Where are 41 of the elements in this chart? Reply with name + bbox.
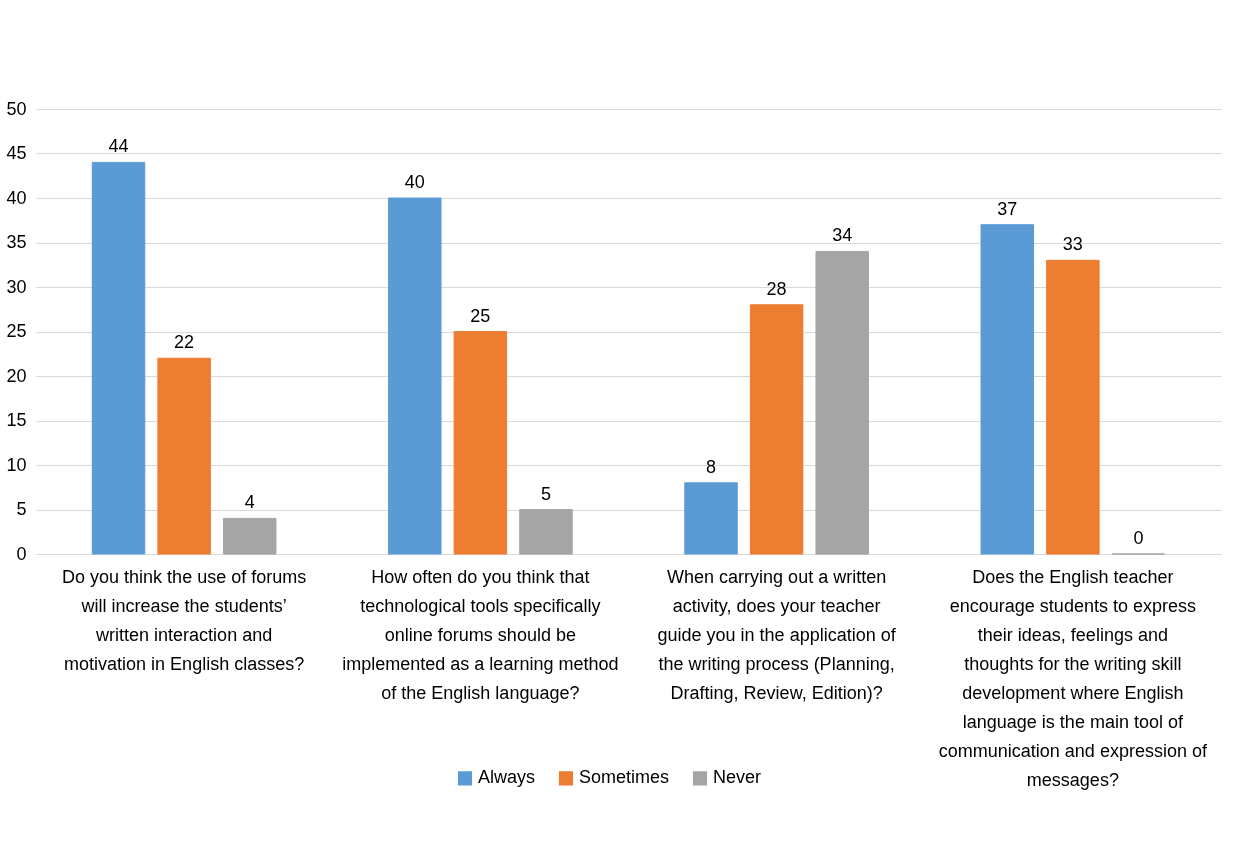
y-tick-label: 45: [6, 143, 27, 163]
data-label: 33: [1062, 234, 1083, 255]
bar: [91, 161, 146, 555]
y-tick-label: 0: [16, 543, 27, 564]
bar: [519, 509, 573, 555]
y-tick-label: 35: [6, 232, 27, 252]
bar: [815, 250, 869, 555]
bar: [222, 517, 277, 555]
x-tick-label: How often do you think that technological tools specifically online forums should be implemented as a learning method of the English language?: [342, 566, 619, 703]
y-tick-label: 30: [6, 276, 27, 297]
data-label: 5: [540, 483, 551, 504]
legend-label: Always: [478, 767, 536, 788]
y-tick-label: 15: [6, 410, 27, 430]
bar: [1046, 259, 1100, 555]
y-tick-label: 50: [6, 98, 27, 119]
data-label: 40: [404, 172, 425, 192]
bar: [980, 224, 1035, 555]
bar: [157, 357, 211, 555]
data-label: 28: [766, 278, 787, 299]
data-label: 37: [997, 198, 1018, 219]
data-label: 22: [174, 332, 195, 353]
x-tick-label: When carrying out a written activity, does your teacher guide you in the application of the writing process (Planning, Drafting, Review, Edition)?: [657, 566, 897, 703]
y-tick-label: 20: [6, 365, 27, 386]
data-label: 34: [832, 225, 853, 246]
data-label: 25: [470, 305, 491, 326]
data-label: 8: [706, 456, 717, 477]
legend-label: Never: [713, 767, 762, 788]
y-tick-label: 5: [16, 499, 27, 519]
legend-label: Sometimes: [579, 767, 670, 788]
bar: [684, 482, 738, 555]
x-tick-label: Does the English teacher encourage students to express their ideas, feelings and thoughts for the writing skill development where English language is the main tool of communication and expression of messages?: [938, 566, 1208, 790]
data-label: 4: [244, 492, 255, 513]
y-tick-label: 25: [6, 321, 27, 341]
data-label: 0: [1133, 528, 1144, 548]
y-tick-label: 40: [6, 187, 27, 208]
y-tick-label: 10: [6, 454, 27, 475]
bar: [749, 304, 804, 555]
data-label: 44: [108, 136, 129, 157]
bar: [453, 331, 508, 555]
x-tick-label: Do you think the use of forums will increase the students’ written interaction and motivation in English classes?: [62, 566, 307, 674]
bar: [388, 197, 442, 555]
